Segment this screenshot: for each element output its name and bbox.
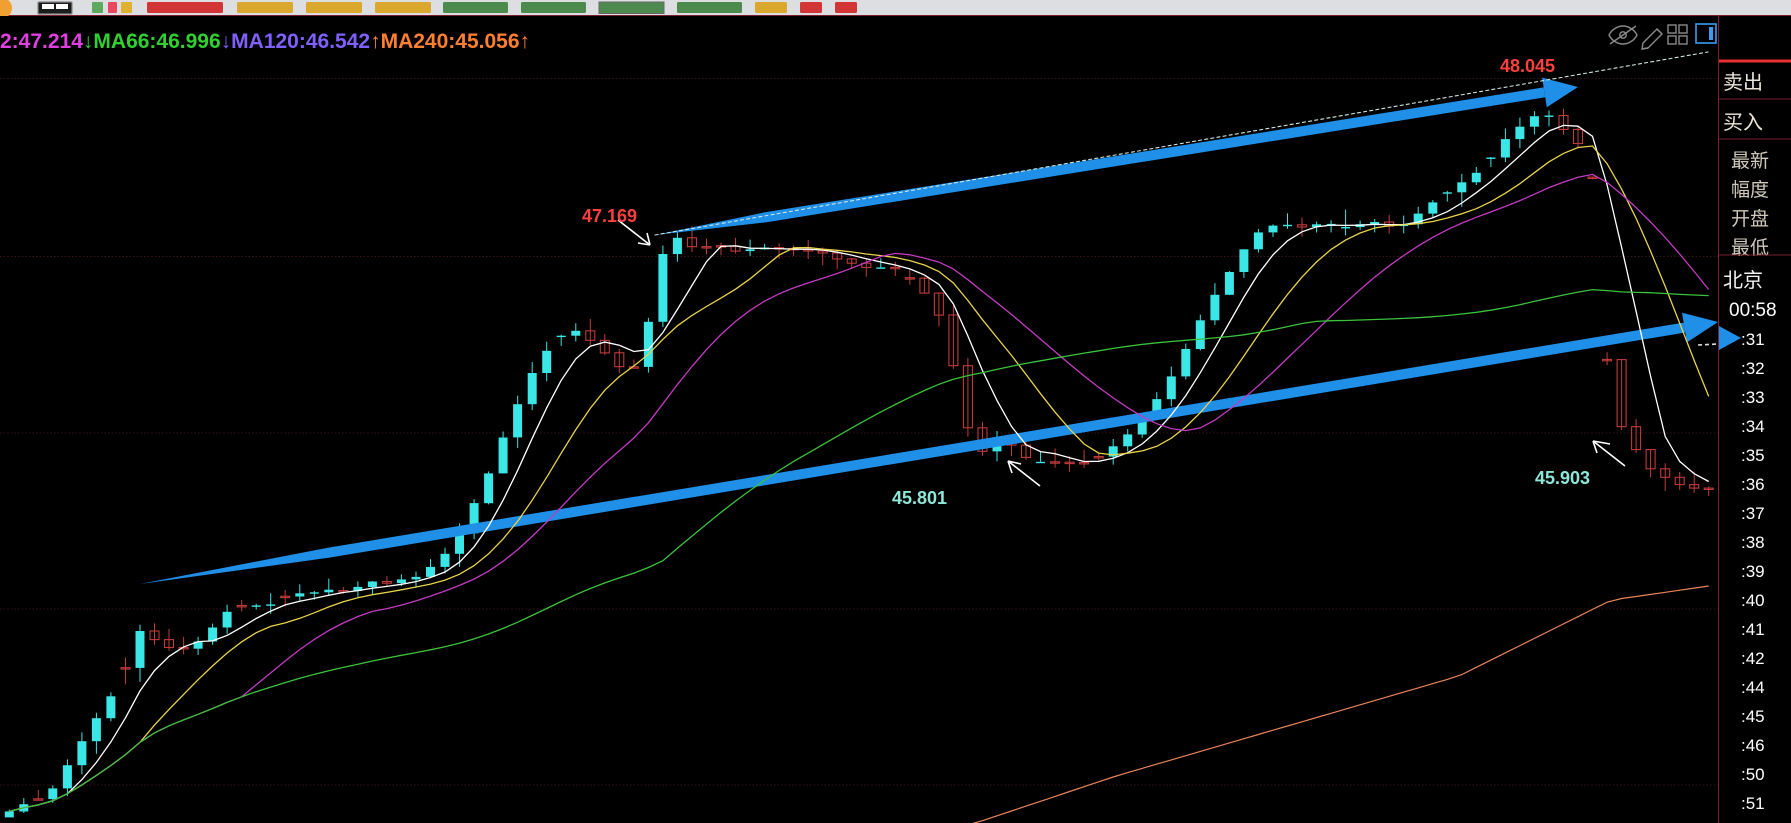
svg-text::39: :39 xyxy=(1741,562,1765,581)
svg-text::32: :32 xyxy=(1741,359,1765,378)
svg-text::36: :36 xyxy=(1741,475,1765,494)
svg-text::35: :35 xyxy=(1741,446,1765,465)
svg-text::44: :44 xyxy=(1741,678,1765,697)
svg-text::40: :40 xyxy=(1741,591,1765,610)
svg-text::34: :34 xyxy=(1741,417,1765,436)
svg-text:北京: 北京 xyxy=(1723,269,1763,292)
svg-text::33: :33 xyxy=(1741,388,1765,407)
svg-text:45.801: 45.801 xyxy=(892,488,947,508)
svg-text:开盘: 开盘 xyxy=(1731,208,1769,230)
svg-text:最新: 最新 xyxy=(1731,150,1769,172)
svg-text:00:58: 00:58 xyxy=(1729,300,1777,321)
svg-text:48.045: 48.045 xyxy=(1500,56,1555,76)
svg-text::42: :42 xyxy=(1741,649,1765,668)
svg-text::45: :45 xyxy=(1741,707,1765,726)
svg-text:47.169: 47.169 xyxy=(582,206,637,226)
svg-text::50: :50 xyxy=(1741,765,1765,784)
svg-text::31: :31 xyxy=(1741,330,1765,349)
svg-text::37: :37 xyxy=(1741,504,1765,523)
svg-text:卖出: 卖出 xyxy=(1723,71,1763,94)
svg-text::41: :41 xyxy=(1741,620,1765,639)
svg-text:幅度: 幅度 xyxy=(1731,179,1769,201)
svg-text::38: :38 xyxy=(1741,533,1765,552)
svg-text:买入: 买入 xyxy=(1723,112,1763,134)
svg-text:45.903: 45.903 xyxy=(1535,468,1590,488)
svg-text:最低: 最低 xyxy=(1731,237,1769,259)
svg-text::51: :51 xyxy=(1741,794,1765,813)
svg-text::46: :46 xyxy=(1741,736,1765,755)
